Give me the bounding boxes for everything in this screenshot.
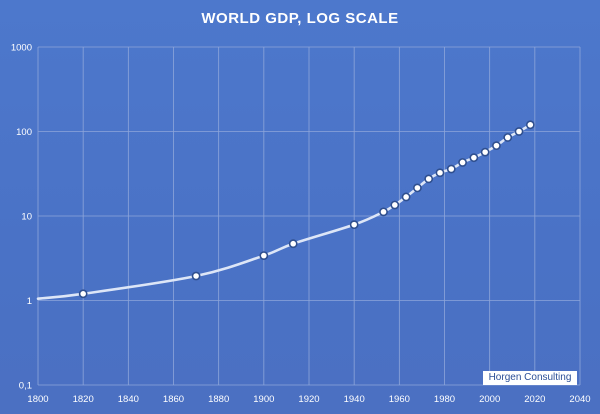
data-point: [469, 153, 479, 163]
x-tick-label: 2020: [524, 394, 545, 405]
data-point: [379, 207, 388, 217]
data-point: [424, 174, 434, 184]
data-point: [390, 200, 400, 210]
x-tick-label: 1860: [163, 394, 184, 405]
y-tick-label: 10: [21, 212, 32, 223]
x-tick-label: 1880: [208, 394, 229, 405]
x-tick-label: 1820: [73, 394, 94, 405]
x-tick-label: 2040: [569, 394, 590, 405]
data-point: [78, 289, 88, 299]
x-tick-label: 2000: [479, 394, 500, 405]
data-point: [412, 183, 422, 193]
x-tick-label: 1980: [434, 394, 455, 405]
x-tick-label: 1800: [27, 394, 48, 405]
series-line: [36, 123, 532, 301]
y-tick-label: 1000: [11, 43, 32, 54]
data-point: [435, 168, 445, 178]
data-point: [525, 120, 535, 130]
data-point: [401, 192, 411, 202]
data-point: [259, 251, 269, 260]
data-point: [492, 141, 501, 151]
x-tick-label: 1900: [253, 394, 274, 405]
x-tick-label: 1840: [118, 394, 139, 405]
data-point: [514, 127, 524, 136]
data-point: [458, 158, 467, 167]
x-tick-label: 1920: [298, 394, 319, 405]
x-tick-label: 1940: [344, 394, 365, 405]
data-point: [191, 271, 201, 281]
data-point: [446, 164, 456, 174]
x-tick-label: 1960: [389, 394, 410, 405]
y-tick-label: 0,1: [19, 381, 32, 392]
data-point: [288, 239, 298, 249]
y-tick-label: 1: [27, 296, 32, 307]
data-point: [480, 147, 490, 157]
watermark-label: Horgen Consulting: [483, 371, 577, 385]
data-point: [503, 133, 513, 142]
y-tick-label: 100: [16, 127, 32, 138]
chart-title: WORLD GDP, LOG SCALE: [201, 10, 399, 27]
data-point: [349, 220, 359, 230]
